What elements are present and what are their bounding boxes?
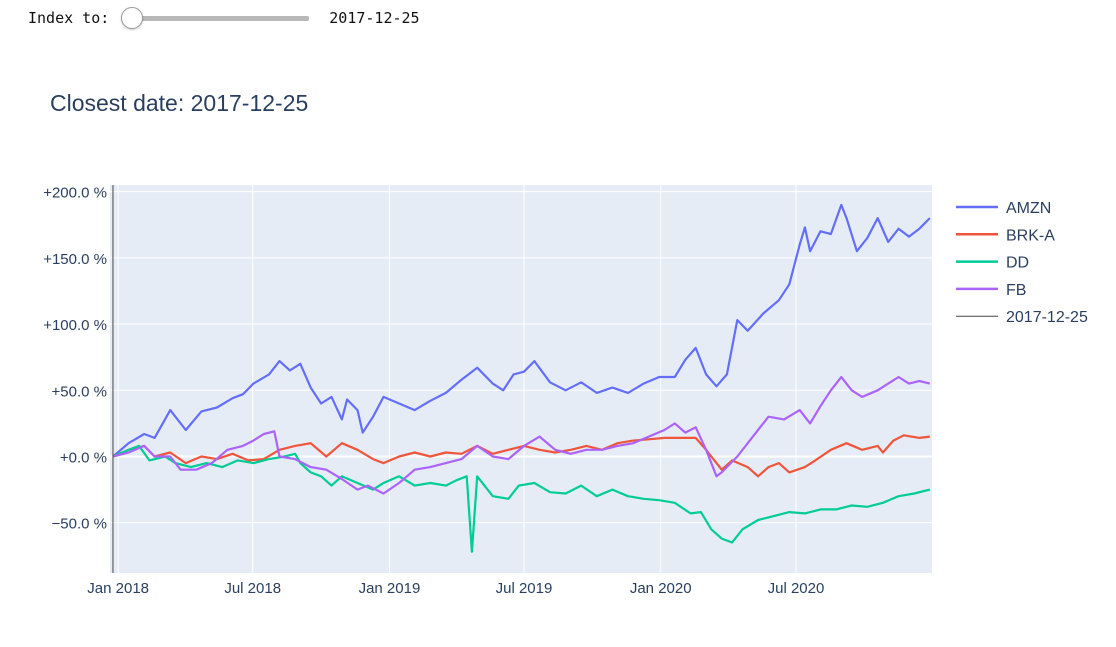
legend-label-date-marker: 2017-12-25	[1006, 309, 1088, 326]
y-tick-label: +0.0 %	[60, 449, 107, 466]
x-tick-label: Jul 2020	[768, 580, 825, 597]
x-tick-label: Jul 2019	[496, 580, 553, 597]
y-tick-label: −50.0 %	[52, 516, 107, 533]
y-tick-label: +50.0 %	[52, 383, 107, 400]
legend-label-amzn: AMZN	[1006, 200, 1051, 217]
chart-title: Closest date: 2017-12-25	[50, 90, 309, 116]
plot-area	[110, 185, 932, 573]
slider-thumb[interactable]	[121, 7, 144, 29]
series-line-fb	[112, 375, 931, 495]
y-tick-label: +200.0 %	[43, 185, 107, 202]
series-line-amzn	[112, 203, 931, 458]
x-tick-label: Jan 2020	[630, 580, 692, 597]
x-tick-label: Jan 2018	[87, 580, 149, 597]
legend-label-fb: FB	[1006, 282, 1026, 299]
legend-label-dd: DD	[1006, 255, 1029, 272]
slider-date-readout: 2017-12-25	[329, 9, 420, 27]
index-control: Index to: 2017-12-25	[28, 6, 420, 30]
slider-track[interactable]	[123, 16, 310, 21]
legend-label-brk-a: BRK-A	[1006, 227, 1055, 244]
y-tick-label: +150.0 %	[43, 251, 107, 268]
series-line-dd	[112, 444, 931, 553]
x-tick-label: Jan 2019	[359, 580, 421, 597]
date-slider[interactable]	[121, 7, 310, 29]
index-to-label: Index to:	[28, 9, 110, 27]
x-tick-label: Jul 2018	[224, 580, 281, 597]
y-tick-label: +100.0 %	[43, 317, 107, 334]
